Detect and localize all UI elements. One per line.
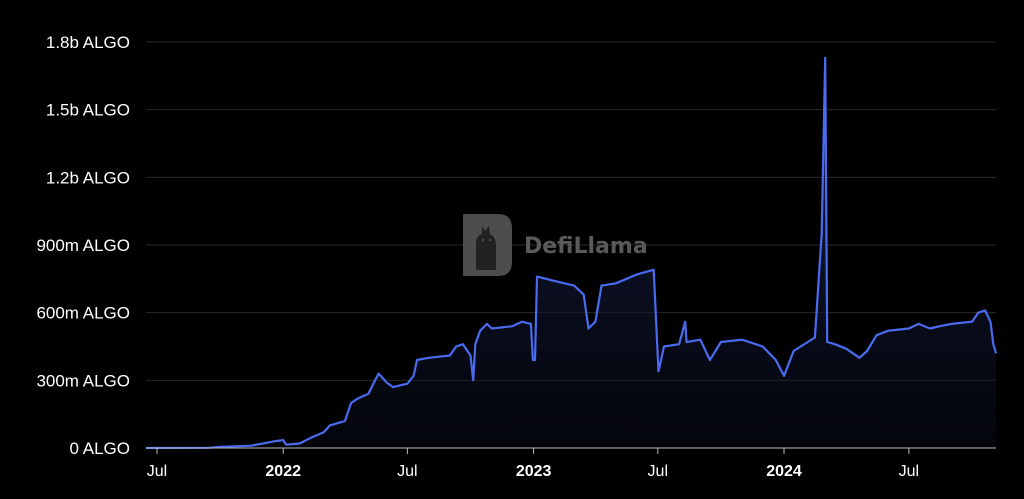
x-tick-label: Jul (397, 463, 417, 480)
series-line (145, 56, 998, 450)
y-tick-label: 0 ALGO (70, 439, 130, 458)
y-tick-label: 300m ALGO (36, 371, 130, 390)
y-tick-label: 1.8b ALGO (46, 33, 130, 52)
x-tick-label: Jul (899, 463, 919, 480)
x-tick-label: 2023 (516, 463, 552, 480)
y-tick-label: 600m ALGO (36, 304, 130, 323)
watermark-text: DefiLlama (524, 234, 648, 259)
x-tick-label: Jul (648, 463, 668, 480)
watermark: DefiLlama (463, 214, 648, 276)
llama-logo-icon (463, 214, 512, 276)
x-tick-label: 2024 (766, 463, 802, 480)
series-line-path (145, 56, 998, 450)
y-axis: 0 ALGO 300m ALGO 600m ALGO 900m ALGO 1.2b AL… (36, 33, 996, 458)
y-tick-label: 1.5b ALGO (46, 101, 130, 120)
x-axis: Jul 2022 Jul 2023 Jul 2024 Jul (147, 448, 919, 480)
x-tick-label: 2022 (265, 463, 301, 480)
y-tick-label: 900m ALGO (36, 236, 130, 255)
x-tick-label: Jul (147, 463, 167, 480)
y-tick-label: 1.2b ALGO (46, 168, 130, 187)
